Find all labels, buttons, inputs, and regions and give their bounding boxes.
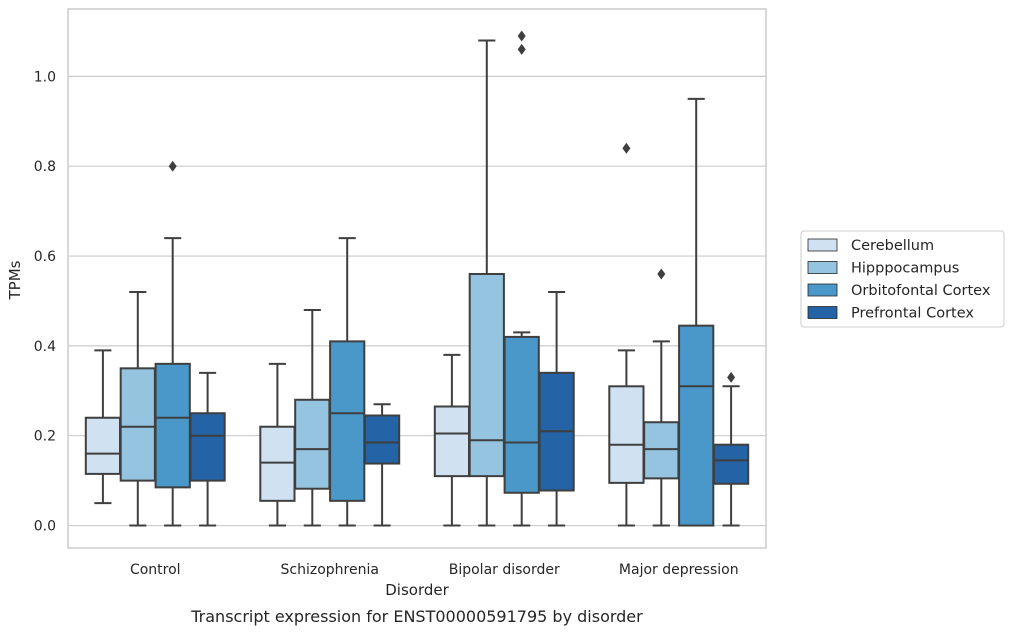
chart-caption: Transcript expression for ENST0000059179…: [190, 607, 643, 626]
legend-frame: [800, 230, 1005, 328]
box-2-0: [154, 160, 191, 527]
box-1-2: [468, 39, 505, 527]
box-3-2: [538, 290, 575, 527]
box-0-2: [433, 353, 471, 527]
box-2-3: [678, 97, 715, 527]
y-tick-label: 0.6: [34, 249, 56, 265]
box-body: [329, 340, 366, 502]
boxes: [84, 30, 750, 527]
legend-label: Prefrontal Cortex: [851, 306, 974, 322]
legend-swatch: [807, 283, 838, 297]
box-3-3: [712, 371, 750, 527]
y-tick-label: 0.4: [34, 339, 56, 355]
legend-swatch: [807, 261, 838, 274]
legend-label: Hipppocampus: [851, 261, 959, 277]
legend-swatch: [807, 238, 838, 252]
box-body: [294, 398, 331, 490]
box-body: [154, 362, 191, 489]
box-body: [189, 412, 226, 482]
outlier-marker: [727, 371, 736, 383]
plot-frame: [67, 8, 767, 549]
y-tick-labels: 0.0 0.2 0.4 0.6 0.8 1.0: [34, 69, 56, 534]
x-tick-label: Major depression: [619, 562, 739, 578]
x-tick-label: Schizophrenia: [281, 562, 379, 578]
box-1-0: [119, 290, 156, 527]
box-1-1: [294, 308, 331, 527]
box-2-1: [329, 237, 366, 527]
x-axis-label: Disorder: [385, 581, 449, 599]
legend: Cerebellum Hipppocampus Orbitofontal Corte…: [800, 230, 1005, 328]
box-body: [503, 335, 540, 494]
box-3-1: [363, 403, 401, 527]
x-tick-labels: Control Schizophrenia Bipolar disorder Majo…: [130, 562, 739, 578]
legend-swatch: [807, 306, 838, 319]
box-body: [363, 414, 401, 465]
y-tick-label: 0.0: [34, 519, 56, 535]
y-tick-label: 0.2: [34, 429, 56, 445]
x-tick-label: Control: [130, 562, 181, 578]
box-1-3: [643, 268, 680, 527]
box-2-2: [503, 30, 540, 527]
box-0-3: [608, 142, 645, 527]
x-tick-label: Bipolar disorder: [449, 562, 560, 578]
outlier-marker: [657, 268, 666, 280]
box-body: [259, 425, 296, 502]
legend-label: Orbitofontal Cortex: [851, 283, 991, 299]
y-axis-label: TPMs: [6, 260, 24, 300]
outlier-marker: [622, 142, 631, 154]
box-body: [119, 367, 156, 482]
box-body: [433, 405, 471, 478]
box-3-0: [189, 371, 226, 527]
box-body: [678, 324, 715, 527]
box-body: [468, 273, 505, 478]
outlier-marker: [517, 43, 526, 55]
y-tick-label: 1.0: [34, 69, 56, 85]
box-0-1: [259, 362, 296, 527]
box-body: [712, 443, 750, 485]
legend-label: Cerebellum: [851, 238, 934, 254]
outlier-marker: [517, 30, 526, 42]
box-body: [608, 385, 645, 484]
outlier-marker: [168, 160, 177, 172]
box-body: [84, 416, 122, 475]
box-0-0: [84, 349, 122, 505]
y-tick-label: 0.8: [34, 159, 56, 175]
box-body: [643, 421, 680, 480]
